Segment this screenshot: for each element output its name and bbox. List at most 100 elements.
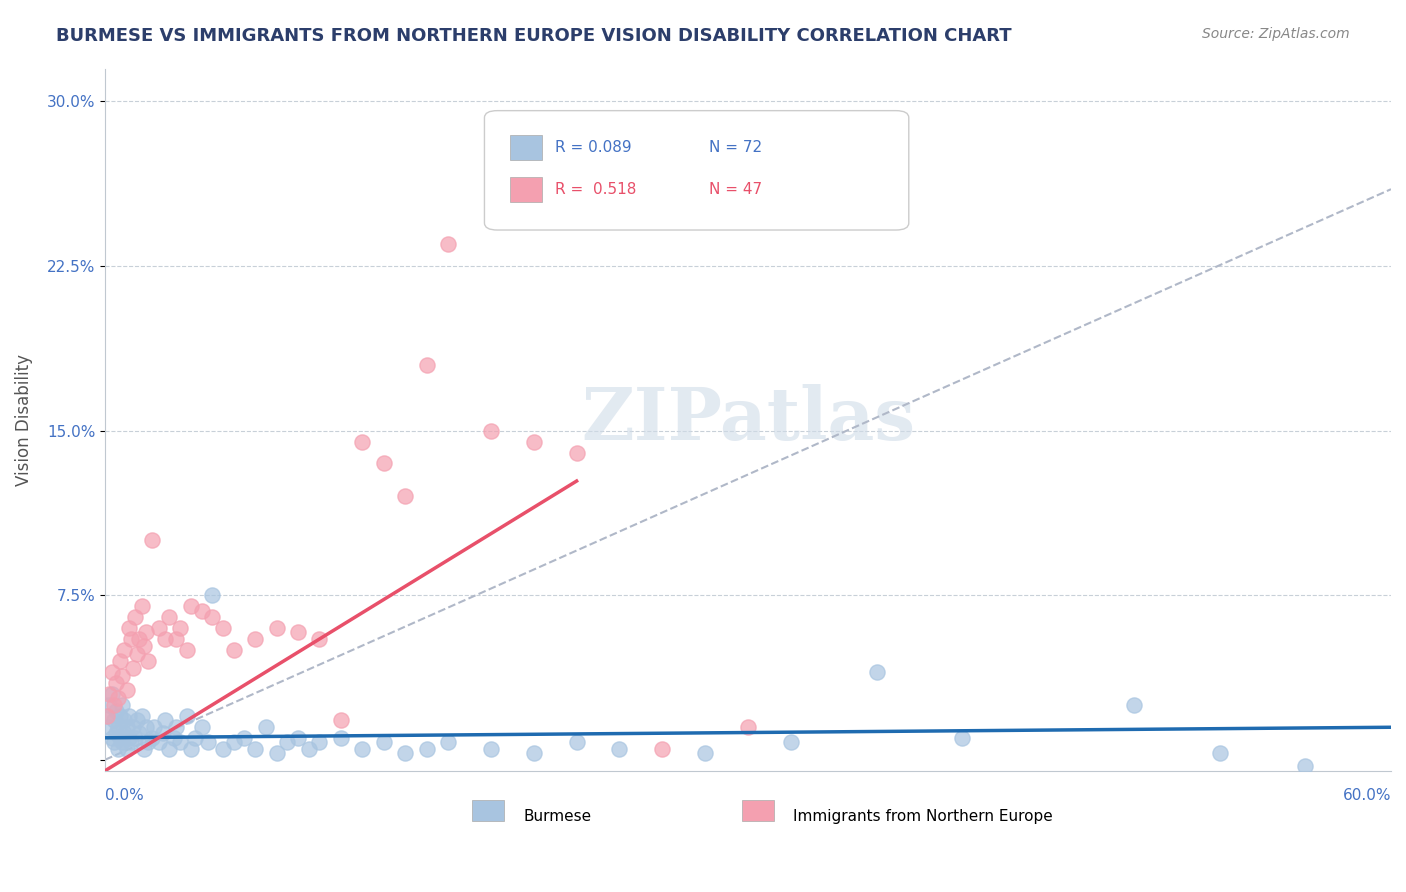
Point: [153, 713, 176, 727]
Point: [201, 588, 224, 602]
Point: [276, 735, 298, 749]
Text: Immigrants from Northern Europe: Immigrants from Northern Europe: [793, 809, 1053, 824]
Point: [103, 735, 125, 749]
Point: [165, 632, 187, 646]
Point: [866, 665, 889, 679]
Point: [176, 709, 198, 723]
Point: [104, 705, 127, 719]
Point: [111, 735, 134, 749]
FancyBboxPatch shape: [510, 178, 543, 202]
FancyBboxPatch shape: [741, 800, 773, 822]
Point: [190, 603, 212, 617]
Point: [169, 735, 191, 749]
Point: [695, 746, 717, 760]
Text: BURMESE VS IMMIGRANTS FROM NORTHERN EUROPE VISION DISABILITY CORRELATION CHART: BURMESE VS IMMIGRANTS FROM NORTHERN EURO…: [56, 27, 1012, 45]
Point: [415, 358, 437, 372]
Point: [141, 533, 163, 548]
Point: [479, 741, 502, 756]
Point: [124, 610, 146, 624]
Point: [120, 735, 142, 749]
FancyBboxPatch shape: [471, 800, 503, 822]
Text: Source: ZipAtlas.com: Source: ZipAtlas.com: [1202, 27, 1350, 41]
Text: ZIPatlas: ZIPatlas: [581, 384, 915, 455]
Point: [1208, 746, 1230, 760]
Point: [479, 424, 502, 438]
Point: [132, 639, 155, 653]
Point: [115, 741, 138, 756]
Point: [565, 445, 588, 459]
Point: [212, 741, 235, 756]
Point: [127, 713, 149, 727]
Point: [112, 713, 135, 727]
Point: [233, 731, 256, 745]
Point: [104, 676, 127, 690]
Point: [287, 731, 309, 745]
Point: [103, 713, 125, 727]
Point: [128, 632, 150, 646]
Point: [352, 434, 374, 449]
Text: 0.0%: 0.0%: [105, 789, 143, 804]
Point: [122, 720, 145, 734]
Point: [118, 621, 141, 635]
Point: [298, 741, 321, 756]
Text: R = 0.089: R = 0.089: [555, 140, 631, 154]
Point: [131, 709, 153, 723]
Point: [352, 741, 374, 756]
Point: [112, 643, 135, 657]
Point: [127, 648, 149, 662]
Point: [190, 720, 212, 734]
Point: [118, 709, 141, 723]
Point: [104, 726, 127, 740]
Point: [394, 746, 416, 760]
Point: [98, 720, 121, 734]
Point: [222, 643, 245, 657]
Point: [108, 709, 131, 723]
Point: [254, 720, 277, 734]
Point: [96, 709, 118, 723]
Point: [132, 741, 155, 756]
Point: [780, 735, 803, 749]
Point: [157, 741, 180, 756]
Point: [523, 746, 546, 760]
Point: [523, 434, 546, 449]
Point: [243, 741, 266, 756]
Point: [112, 726, 135, 740]
Point: [136, 654, 159, 668]
Point: [131, 599, 153, 614]
Point: [308, 632, 330, 646]
Point: [115, 720, 138, 734]
Point: [120, 632, 142, 646]
Point: [266, 621, 288, 635]
Point: [737, 720, 759, 734]
Point: [108, 731, 131, 745]
Text: N = 47: N = 47: [710, 182, 762, 197]
Point: [103, 698, 125, 712]
Point: [128, 726, 150, 740]
Point: [197, 735, 219, 749]
Point: [373, 735, 395, 749]
Point: [266, 746, 288, 760]
Point: [98, 698, 121, 712]
Point: [118, 731, 141, 745]
Point: [651, 741, 673, 756]
Point: [176, 643, 198, 657]
Point: [184, 731, 207, 745]
Text: R =  0.518: R = 0.518: [555, 182, 637, 197]
Point: [243, 632, 266, 646]
Point: [180, 599, 202, 614]
Point: [98, 687, 121, 701]
Text: N = 72: N = 72: [710, 140, 762, 154]
Point: [609, 741, 631, 756]
Point: [100, 687, 122, 701]
Point: [152, 726, 174, 740]
Point: [373, 457, 395, 471]
Point: [437, 735, 460, 749]
Point: [115, 682, 138, 697]
Point: [437, 237, 460, 252]
Point: [1294, 759, 1316, 773]
Point: [201, 610, 224, 624]
Text: Burmese: Burmese: [523, 809, 591, 824]
Point: [148, 621, 170, 635]
Point: [111, 669, 134, 683]
Y-axis label: Vision Disability: Vision Disability: [15, 353, 32, 485]
